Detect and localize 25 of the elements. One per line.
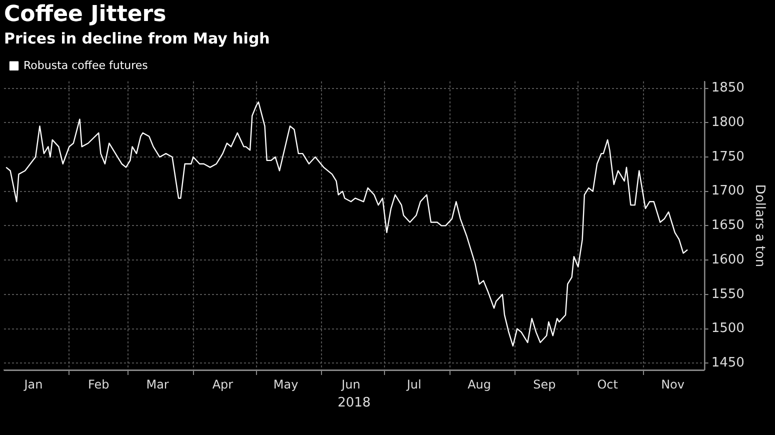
x-tick-label: Apr <box>212 377 234 392</box>
x-tick-label: Jun <box>340 377 360 392</box>
y-tick-label: 1750 <box>711 149 744 164</box>
y-tick-label: 1600 <box>711 252 744 268</box>
y-tick-label: 1700 <box>711 184 744 199</box>
chart-subtitle: Prices in decline from May high <box>4 29 270 48</box>
legend-label: Robusta coffee futures <box>24 58 148 72</box>
y-tick-label: 1550 <box>711 286 744 302</box>
x-tick-label: Sep <box>533 377 556 392</box>
y-tick-label: 1450 <box>711 356 744 371</box>
x-tick-label: Oct <box>597 377 618 392</box>
y-axis-title: Dollars a ton <box>752 184 767 268</box>
x-axis-title: 2018 <box>338 396 371 411</box>
x-tick-label: May <box>273 377 298 392</box>
x-tick-label: Mar <box>146 377 169 392</box>
y-tick-label: 1800 <box>711 115 744 130</box>
y-tick-label: 1650 <box>711 218 744 234</box>
chart-title: Coffee Jitters <box>4 2 166 27</box>
y-tick-label: 1850 <box>711 80 744 96</box>
x-tick-label: Feb <box>88 377 110 392</box>
y-tick-label: 1500 <box>711 321 744 336</box>
x-tick-label: Nov <box>661 377 684 392</box>
x-tick-label: Aug <box>468 377 492 392</box>
x-tick-label: Jan <box>23 377 43 392</box>
x-tick-label: Jul <box>406 377 422 392</box>
